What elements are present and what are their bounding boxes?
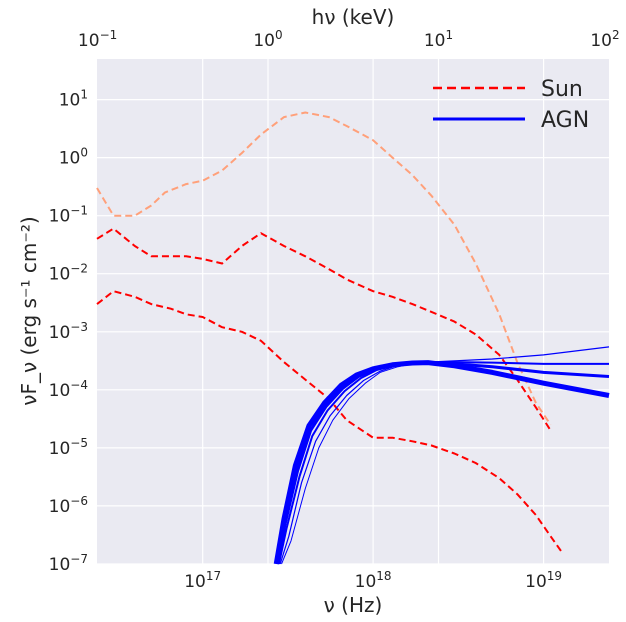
x2-axis-label: hν (keV) — [312, 5, 395, 29]
agn-series-line-2 — [277, 361, 609, 565]
y-tick-label: 10−7 — [49, 552, 88, 575]
agn-series-line-4 — [281, 361, 429, 565]
y-tick-label: 10−3 — [49, 320, 88, 343]
series-layer — [96, 111, 610, 565]
sun-series-line-0 — [96, 111, 552, 426]
x-tick-label: 1019 — [525, 569, 562, 592]
x2-tick-label: 10−1 — [78, 28, 117, 51]
y-tick-label: 10−2 — [49, 262, 88, 285]
legend-sun-label: Sun — [541, 77, 583, 102]
y-axis-label: νF_ν (erg s⁻¹ cm⁻²) — [17, 216, 41, 405]
x2-tick-label: 102 — [590, 28, 619, 51]
x2-tick-label: 100 — [253, 28, 282, 51]
x-axis-label: ν (Hz) — [324, 593, 383, 617]
agn-series-line-3 — [279, 346, 610, 565]
legend: Sun AGN — [433, 77, 589, 133]
y-tick-label: 10−5 — [49, 436, 88, 459]
x-tick-label: 1018 — [355, 569, 392, 592]
plot-background — [97, 59, 609, 564]
y-tick-label: 10−1 — [49, 204, 88, 227]
tick-labels: 1017 1018 1019 10−1 100 101 102 10−7 10−6 10−5 10−… — [49, 28, 620, 592]
agn-series-line-1 — [276, 360, 610, 565]
y-tick-label: 10−6 — [49, 494, 88, 517]
y-tick-label: 100 — [59, 146, 88, 169]
legend-agn-label: AGN — [541, 108, 589, 133]
x2-tick-label: 101 — [424, 28, 453, 51]
grid — [97, 59, 609, 565]
sun-series-line-1 — [96, 227, 552, 431]
y-tick-label: 10−4 — [49, 378, 88, 401]
x-tick-label: 1017 — [184, 569, 221, 592]
y-tick-label: 101 — [59, 88, 88, 111]
